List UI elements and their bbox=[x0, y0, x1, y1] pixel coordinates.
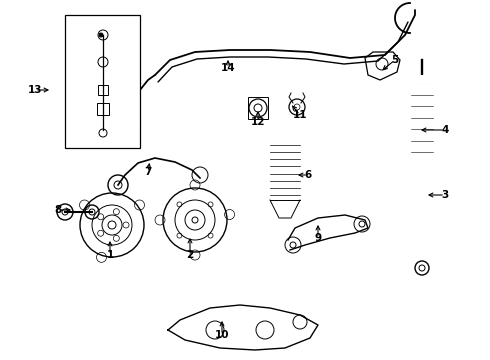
Text: 10: 10 bbox=[215, 330, 229, 340]
Circle shape bbox=[262, 327, 268, 333]
Text: 4: 4 bbox=[441, 125, 449, 135]
Bar bbox=[65, 15, 140, 148]
Bar bbox=[97, 103, 109, 115]
Bar bbox=[98, 85, 108, 95]
Text: 13: 13 bbox=[28, 85, 42, 95]
Text: 5: 5 bbox=[392, 55, 399, 65]
Circle shape bbox=[99, 33, 103, 37]
Text: 9: 9 bbox=[315, 233, 321, 243]
Text: 6: 6 bbox=[304, 170, 312, 180]
Bar bbox=[409, 75, 435, 83]
Text: 1: 1 bbox=[106, 250, 114, 260]
Bar bbox=[411, 75, 433, 160]
Circle shape bbox=[212, 327, 218, 333]
Text: 2: 2 bbox=[186, 250, 194, 260]
Text: 8: 8 bbox=[54, 205, 62, 215]
Bar bbox=[418, 175, 426, 265]
Text: 14: 14 bbox=[220, 63, 235, 73]
Text: 7: 7 bbox=[145, 167, 152, 177]
Text: 12: 12 bbox=[251, 117, 265, 127]
Text: 3: 3 bbox=[441, 190, 449, 200]
Text: 11: 11 bbox=[293, 110, 307, 120]
Bar bbox=[248, 97, 268, 119]
Bar bbox=[270, 140, 300, 200]
